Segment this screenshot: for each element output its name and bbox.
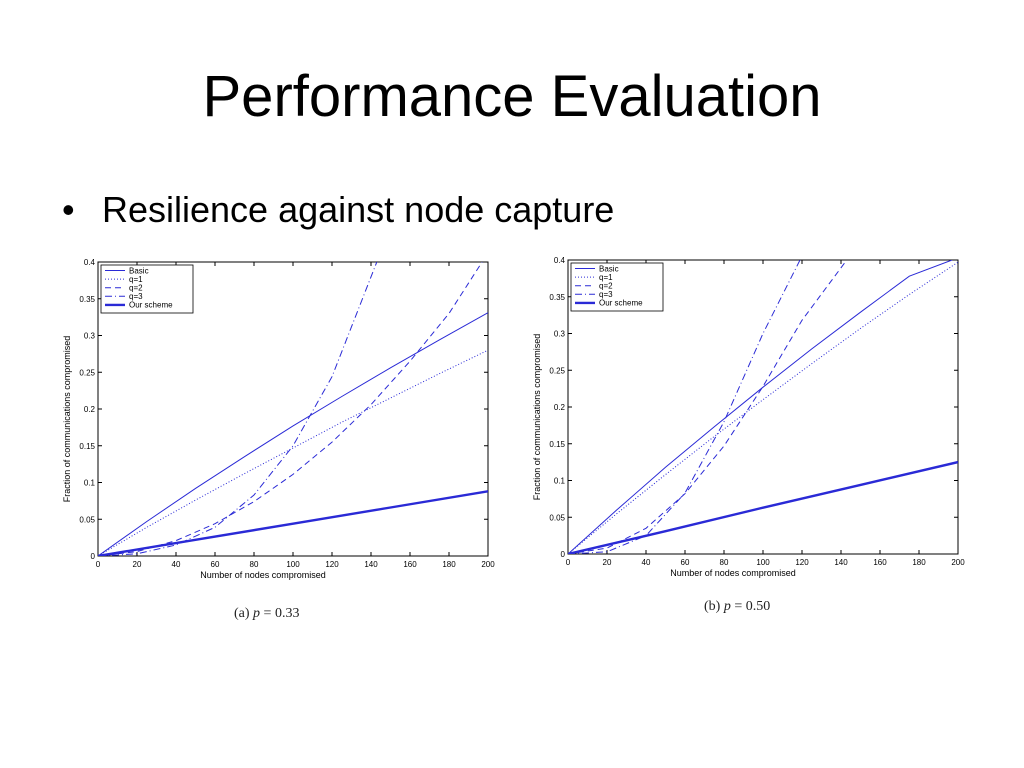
x-tick-label: 120 (325, 560, 339, 569)
x-tick-label: 160 (873, 558, 887, 567)
x-tick-label: 0 (566, 558, 571, 567)
x-tick-label: 180 (912, 558, 926, 567)
x-tick-label: 160 (403, 560, 417, 569)
bullet-item: • Resilience against node capture (62, 188, 614, 232)
x-tick-label: 80 (720, 558, 729, 567)
series-line-basic (98, 312, 488, 556)
series-line-q-2 (568, 260, 848, 554)
series-line-q-3 (98, 262, 378, 556)
caption-a-value: = 0.33 (263, 606, 300, 621)
x-tick-label: 80 (250, 560, 259, 569)
series-group (98, 262, 488, 556)
y-tick-label: 0.25 (549, 366, 565, 375)
x-tick-label: 120 (795, 558, 809, 567)
x-tick-label: 140 (834, 558, 848, 567)
y-tick-label: 0.2 (554, 403, 566, 412)
x-tick-label: 200 (951, 558, 965, 567)
series-line-q-1 (98, 349, 488, 556)
x-tick-label: 60 (681, 558, 690, 567)
caption-b-variable: p (723, 599, 731, 614)
chart-b-svg: 0 20 40 60 80 100 120 140 160 180 200 0 0.05 0.1 0.15 0… (532, 256, 965, 578)
caption-b-prefix: (b) (704, 599, 721, 614)
legend-label: Basic (129, 266, 149, 275)
series-line-basic (568, 260, 953, 554)
x-tick-label: 0 (96, 560, 101, 569)
y-tick-label: 0.1 (554, 477, 566, 486)
x-axis-label: Number of nodes compromised (200, 570, 326, 580)
chart-a-svg: 0 20 40 60 80 100 120 140 160 180 200 0 0.05 0.1 0.15 0… (62, 258, 495, 580)
bullet-marker: • (62, 189, 75, 230)
series-line-q-2 (98, 262, 483, 556)
caption-a-prefix: (a) (234, 606, 250, 621)
y-tick-label: 0.15 (549, 440, 565, 449)
chart-b: 0 20 40 60 80 100 120 140 160 180 200 0 0.05 0.1 0.15 0… (528, 252, 965, 592)
x-tick-label: 40 (642, 558, 651, 567)
y-axis-label: Fraction of communications compromised (62, 336, 72, 503)
x-tick-label: 20 (133, 560, 142, 569)
slide-title: Performance Evaluation (202, 64, 822, 129)
series-group (568, 260, 958, 554)
legend-label: q=2 (129, 284, 143, 293)
y-tick-label: 0.3 (84, 332, 96, 341)
legend-label: Our scheme (599, 299, 643, 308)
x-axis-label: Number of nodes compromised (670, 568, 796, 578)
y-tick-label: 0.35 (549, 293, 565, 302)
legend-label: q=2 (599, 282, 613, 291)
legend-label: Basic (599, 264, 619, 273)
y-tick-label: 0.15 (79, 442, 95, 451)
x-tick-label: 100 (756, 558, 770, 567)
caption-b-value: = 0.50 (734, 599, 771, 614)
legend-label: Our scheme (129, 301, 173, 310)
series-line-our-scheme (568, 460, 958, 554)
y-tick-label: 0 (91, 552, 96, 561)
y-tick-label: 0.1 (84, 479, 96, 488)
y-tick-label: 0.2 (84, 405, 96, 414)
x-tick-label: 140 (364, 560, 378, 569)
x-tick-label: 20 (603, 558, 612, 567)
legend-label: q=1 (599, 273, 613, 282)
chart-a: 0 20 40 60 80 100 120 140 160 180 200 0 0.05 0.1 0.15 0… (58, 254, 495, 594)
y-tick-label: 0.3 (554, 330, 566, 339)
x-tick-label: 180 (442, 560, 456, 569)
caption-b: (b) p = 0.50 (704, 599, 770, 615)
caption-a: (a) p = 0.33 (234, 606, 299, 622)
y-tick-label: 0.05 (79, 515, 95, 524)
series-line-q-1 (568, 261, 958, 554)
caption-a-variable: p (253, 606, 261, 621)
x-tick-label: 60 (211, 560, 220, 569)
bullet-text: Resilience against node capture (102, 189, 615, 230)
y-tick-label: 0.25 (79, 368, 95, 377)
y-tick-label: 0 (561, 550, 566, 559)
legend-label: q=1 (129, 275, 143, 284)
legend-label: q=3 (599, 290, 613, 299)
x-tick-label: 100 (286, 560, 300, 569)
legend-label: q=3 (129, 292, 143, 301)
y-tick-label: 0.4 (554, 256, 566, 265)
y-tick-label: 0.4 (84, 258, 96, 267)
x-tick-label: 200 (481, 560, 495, 569)
y-tick-label: 0.35 (79, 295, 95, 304)
y-tick-label: 0.05 (549, 513, 565, 522)
series-line-our-scheme (98, 490, 488, 556)
x-tick-label: 40 (172, 560, 181, 569)
y-axis-label: Fraction of communications compromised (532, 334, 542, 501)
